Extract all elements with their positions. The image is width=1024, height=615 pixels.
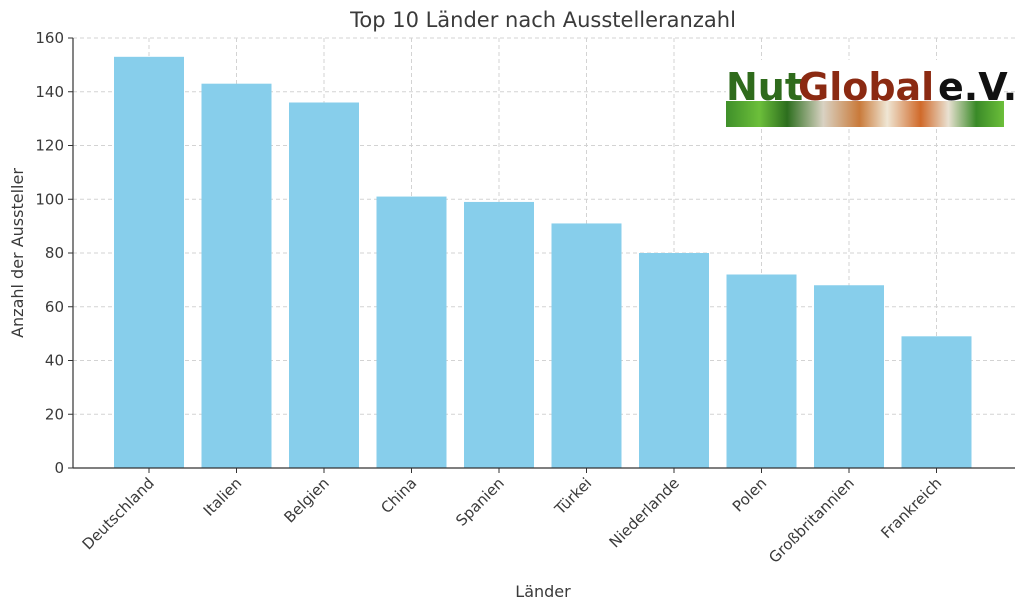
logo-text-global: Global xyxy=(798,65,934,109)
y-tick-label: 140 xyxy=(35,83,64,101)
bar-china xyxy=(376,196,447,468)
bar-t-rkei xyxy=(551,223,622,468)
x-tick-label: Italien xyxy=(200,474,246,520)
y-axis-label: Anzahl der Aussteller xyxy=(8,168,27,338)
axes xyxy=(68,37,1015,473)
x-tick-label: Deutschland xyxy=(79,474,158,553)
bar-deutschland xyxy=(114,56,184,468)
logo-text-nut: Nut xyxy=(726,65,803,109)
x-tick-label: Polen xyxy=(729,474,770,515)
x-tick-label: Spanien xyxy=(452,474,508,530)
bar-spanien xyxy=(464,201,534,468)
y-tick-label: 20 xyxy=(45,405,64,423)
bar-belgien xyxy=(289,102,359,468)
bar-italien xyxy=(201,83,272,468)
x-axis-label: Länder xyxy=(515,582,571,601)
x-tick-label: Türkei xyxy=(551,474,596,519)
bar-frankreich xyxy=(901,336,972,468)
y-tick-label: 160 xyxy=(35,29,64,47)
nut-global-logo: Nut Global e.V. xyxy=(726,60,1017,127)
x-tick-label: Belgien xyxy=(280,474,332,526)
x-tick-label: Niederlande xyxy=(606,474,683,551)
bar-polen xyxy=(726,274,797,468)
x-tick-labels: Deutschland Italien Belgien China Spanien Tür… xyxy=(79,474,946,567)
logo-text-ev: e.V. xyxy=(938,65,1017,109)
bar-gro-britannien xyxy=(814,285,884,468)
bar-niederlande xyxy=(639,253,709,468)
y-tick-label: 120 xyxy=(35,137,64,155)
y-tick-label: 0 xyxy=(54,459,64,477)
x-tick-label: Frankreich xyxy=(877,474,945,542)
x-tick-label: Großbritannien xyxy=(765,474,858,567)
y-tick-label: 100 xyxy=(35,190,64,208)
logo-image-strip xyxy=(726,101,1004,127)
x-tick-label: China xyxy=(377,474,420,517)
y-tick-labels: 0 20 40 60 80 100 120 140 160 xyxy=(35,29,64,477)
y-tick-label: 80 xyxy=(45,244,64,262)
y-tick-label: 40 xyxy=(45,352,64,370)
y-tick-label: 60 xyxy=(45,298,64,316)
bars xyxy=(114,56,972,468)
chart-title: Top 10 Länder nach Ausstelleranzahl xyxy=(349,8,736,32)
